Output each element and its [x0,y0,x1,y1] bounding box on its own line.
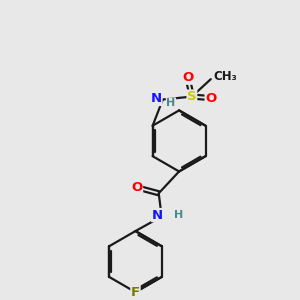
Text: H: H [166,98,176,108]
Text: F: F [131,286,140,298]
Text: O: O [131,181,142,194]
Text: N: N [152,208,163,222]
Text: N: N [151,92,162,105]
Text: O: O [205,92,216,105]
Text: S: S [187,90,197,103]
Text: H: H [174,210,184,220]
Text: O: O [182,71,193,84]
Text: CH₃: CH₃ [213,70,237,83]
